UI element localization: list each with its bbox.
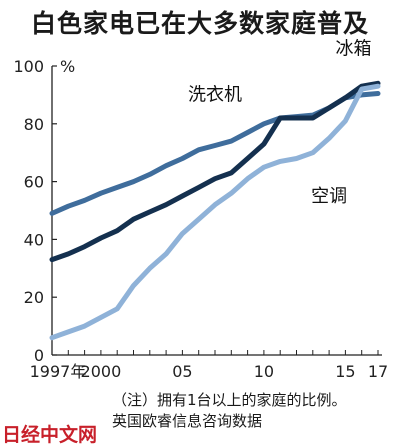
y-tick-label: 0 (34, 346, 44, 365)
x-tick-label: 15 (335, 362, 355, 381)
data-source: 英国欧睿信息咨询数据 (112, 412, 263, 430)
x-tick-label: 1997年 (30, 362, 87, 381)
series-group (49, 80, 381, 341)
brand-logo-text: 日经中文网 (2, 424, 98, 446)
x-tick-label: 2000 (81, 362, 122, 381)
x-tick-label: 10 (254, 362, 274, 381)
x-tick-label: 05 (172, 362, 192, 381)
x-tick-label: 17 (368, 362, 388, 381)
y-tick-label: 100 (13, 57, 44, 76)
y-tick-label: 60 (24, 173, 44, 192)
y-unit-label: % (60, 57, 75, 76)
series-line (49, 80, 381, 263)
chart-title: 白色家电已在大多数家庭普及 (30, 9, 369, 38)
chart-note: （注）拥有1台以上的家庭的比例。 (112, 391, 347, 409)
y-tick-label: 20 (24, 288, 44, 307)
y-tick-label: 40 (24, 230, 44, 249)
y-tick-label: 80 (24, 115, 44, 134)
series-label: 洗衣机 (188, 85, 242, 106)
series-line (49, 83, 381, 341)
series-label: 空调 (311, 186, 347, 207)
series-label: 冰箱 (336, 38, 372, 59)
